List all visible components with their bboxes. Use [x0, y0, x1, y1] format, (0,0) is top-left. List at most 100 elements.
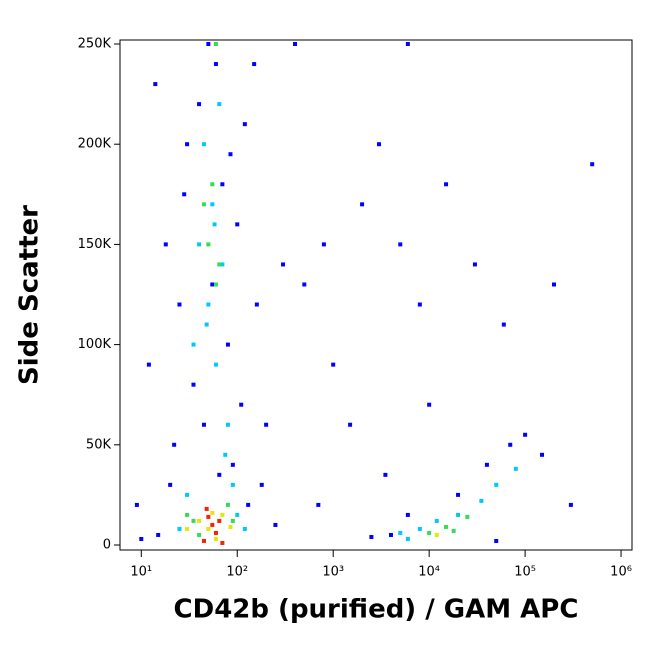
point	[388, 532, 393, 537]
point	[417, 526, 422, 531]
point	[494, 482, 499, 487]
point	[156, 532, 161, 537]
point	[206, 514, 211, 519]
point	[201, 538, 206, 543]
point	[398, 242, 403, 247]
point	[210, 182, 215, 187]
point	[223, 452, 228, 457]
point	[213, 42, 218, 47]
point	[230, 518, 235, 523]
point	[551, 282, 556, 287]
point	[225, 342, 230, 347]
point	[213, 362, 218, 367]
point	[264, 422, 269, 427]
point	[197, 242, 202, 247]
point	[168, 482, 173, 487]
point	[465, 514, 470, 519]
y-tick-label: 200K	[78, 137, 112, 152]
point	[182, 192, 187, 197]
y-tick-label: 250K	[78, 37, 112, 52]
point	[134, 502, 139, 507]
x-tick-label: 10¹	[130, 565, 152, 580]
point	[172, 442, 177, 447]
point	[206, 302, 211, 307]
point	[316, 502, 321, 507]
point	[235, 512, 240, 517]
point	[191, 518, 196, 523]
y-axis-title: Side Scatter	[15, 205, 45, 385]
point	[197, 102, 202, 107]
point	[220, 182, 225, 187]
x-tick-label: 10²	[226, 565, 248, 580]
y-tick-label: 50K	[86, 437, 112, 452]
point	[206, 242, 211, 247]
point	[210, 510, 215, 515]
point	[220, 262, 225, 267]
point	[153, 82, 158, 87]
point	[360, 202, 365, 207]
point	[217, 262, 222, 267]
point	[210, 282, 215, 287]
point	[185, 142, 190, 147]
point	[210, 522, 215, 527]
point	[206, 42, 211, 47]
point	[456, 512, 461, 517]
point	[540, 452, 545, 457]
point	[204, 322, 209, 327]
point	[163, 242, 168, 247]
point	[213, 536, 218, 541]
point	[513, 466, 518, 471]
point	[242, 526, 247, 531]
point	[398, 530, 403, 535]
point	[321, 242, 326, 247]
point	[228, 524, 233, 529]
x-tick-label: 10³	[322, 565, 344, 580]
point	[523, 432, 528, 437]
x-axis-title: CD42b (purified) / GAM APC	[174, 595, 579, 625]
point	[451, 528, 456, 533]
point	[217, 472, 222, 477]
point	[213, 282, 218, 287]
point	[213, 530, 218, 535]
x-tick-label: 10⁵	[514, 565, 536, 580]
point	[220, 540, 225, 545]
point	[197, 518, 202, 523]
point	[434, 518, 439, 523]
point	[146, 362, 151, 367]
point	[212, 222, 217, 227]
point	[185, 512, 190, 517]
point	[201, 142, 206, 147]
point	[444, 182, 449, 187]
point	[405, 536, 410, 541]
point	[259, 482, 264, 487]
point	[177, 302, 182, 307]
point	[210, 202, 215, 207]
point	[225, 502, 230, 507]
point	[201, 202, 206, 207]
point	[185, 492, 190, 497]
point	[383, 472, 388, 477]
point	[417, 302, 422, 307]
x-tick-label: 10⁴	[418, 565, 440, 580]
point	[246, 502, 251, 507]
point	[235, 222, 240, 227]
point	[472, 262, 477, 267]
point	[191, 382, 196, 387]
point	[590, 162, 595, 167]
point	[254, 302, 259, 307]
x-tick-label: 10⁶	[610, 565, 632, 580]
point	[369, 534, 374, 539]
point	[456, 492, 461, 497]
point	[293, 42, 298, 47]
point	[568, 502, 573, 507]
point	[348, 422, 353, 427]
point	[376, 142, 381, 147]
point	[281, 262, 286, 267]
point	[230, 482, 235, 487]
point	[242, 122, 247, 127]
point	[273, 522, 278, 527]
point	[220, 512, 225, 517]
point	[139, 536, 144, 541]
point	[405, 512, 410, 517]
point	[239, 402, 244, 407]
